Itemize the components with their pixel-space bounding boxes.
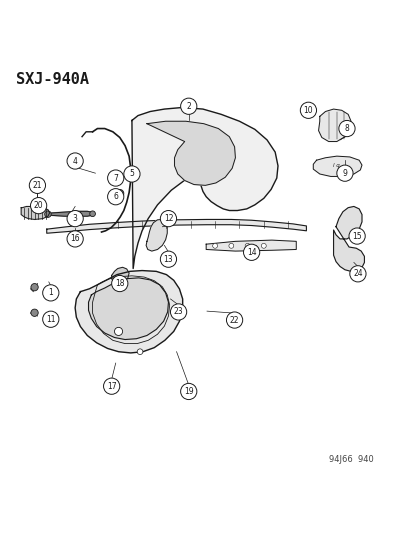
Text: 15: 15 (351, 231, 361, 240)
Circle shape (349, 265, 365, 282)
Text: 9: 9 (342, 168, 347, 177)
Circle shape (228, 244, 233, 248)
Circle shape (31, 198, 47, 214)
Circle shape (338, 120, 354, 136)
Text: 4: 4 (73, 157, 77, 166)
Polygon shape (206, 240, 296, 251)
Polygon shape (333, 206, 363, 271)
Polygon shape (48, 211, 93, 216)
Text: 24: 24 (352, 269, 362, 278)
Text: 11: 11 (46, 315, 55, 324)
Polygon shape (313, 156, 361, 176)
Text: 16: 16 (70, 235, 80, 244)
Circle shape (226, 312, 242, 328)
Circle shape (170, 304, 186, 320)
Polygon shape (146, 220, 167, 251)
Circle shape (348, 228, 364, 244)
Polygon shape (318, 109, 350, 142)
Circle shape (116, 189, 123, 198)
Circle shape (160, 251, 176, 268)
Circle shape (29, 177, 45, 193)
Text: 10: 10 (303, 106, 313, 115)
Text: 17: 17 (107, 382, 116, 391)
Text: 18: 18 (115, 279, 124, 288)
Text: 19: 19 (183, 387, 193, 396)
Text: l q: l q (332, 164, 339, 168)
Circle shape (107, 170, 123, 186)
Text: 20: 20 (34, 201, 43, 210)
Text: 13: 13 (163, 255, 173, 264)
Circle shape (67, 153, 83, 169)
Circle shape (114, 327, 122, 335)
Circle shape (112, 276, 128, 292)
Text: 23: 23 (173, 308, 183, 317)
Polygon shape (112, 268, 129, 284)
Circle shape (336, 165, 352, 181)
Text: 21: 21 (33, 181, 42, 190)
Text: 6: 6 (113, 192, 118, 201)
Text: 3: 3 (73, 214, 77, 223)
Circle shape (212, 244, 217, 248)
Polygon shape (47, 220, 306, 233)
Circle shape (299, 102, 316, 118)
Text: SXJ-940A: SXJ-940A (16, 72, 89, 87)
Polygon shape (88, 278, 168, 340)
Circle shape (116, 175, 123, 181)
Circle shape (244, 244, 249, 248)
Circle shape (243, 244, 259, 261)
Circle shape (31, 309, 38, 317)
Text: 12: 12 (163, 214, 173, 223)
Text: 7: 7 (113, 174, 118, 183)
Polygon shape (147, 121, 235, 185)
Circle shape (43, 285, 59, 301)
Polygon shape (132, 108, 278, 269)
Text: 8: 8 (344, 124, 349, 133)
Text: 14: 14 (246, 248, 256, 257)
Polygon shape (75, 271, 182, 353)
Polygon shape (301, 104, 310, 109)
Circle shape (160, 211, 176, 227)
Circle shape (180, 383, 197, 400)
Circle shape (35, 185, 40, 190)
Circle shape (31, 284, 38, 291)
Text: 1: 1 (48, 288, 53, 297)
Circle shape (261, 244, 266, 248)
Circle shape (90, 211, 95, 216)
Circle shape (103, 378, 119, 394)
Circle shape (45, 211, 51, 217)
Polygon shape (21, 206, 50, 220)
Circle shape (137, 349, 142, 354)
Text: 2: 2 (186, 102, 191, 111)
Text: 94J66  940: 94J66 940 (328, 456, 373, 464)
Circle shape (107, 189, 123, 205)
Circle shape (123, 166, 140, 182)
Circle shape (43, 311, 59, 327)
Circle shape (67, 211, 83, 227)
Text: 5: 5 (129, 169, 134, 179)
Text: 22: 22 (229, 316, 239, 325)
Circle shape (180, 98, 197, 115)
Circle shape (67, 231, 83, 247)
Circle shape (129, 170, 137, 178)
